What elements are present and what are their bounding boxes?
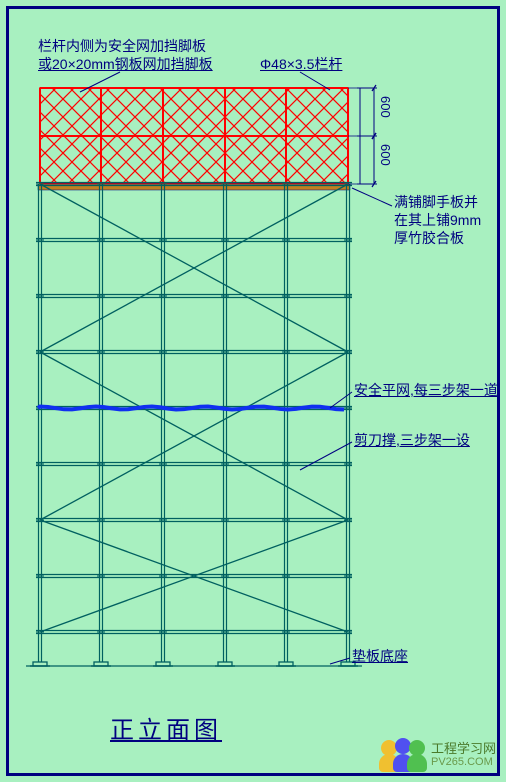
- watermark-icon: [381, 738, 425, 772]
- label-deck-3: 厚竹胶合板: [394, 230, 464, 247]
- watermark-domain: PV265.COM: [431, 756, 496, 768]
- watermark-name: 工程学习网: [431, 742, 496, 756]
- label-deck-2: 在其上铺9mm: [394, 212, 481, 229]
- watermark-text: 工程学习网 PV265.COM: [431, 742, 496, 768]
- drawing-title: 正立面图: [110, 710, 222, 745]
- label-rail-spec: Φ48×3.5栏杆: [260, 56, 342, 73]
- label-guardrail-note-2: 或20×20mm钢板网加挡脚板: [38, 56, 213, 73]
- label-safety-net: 安全平网,每三步架一道: [354, 382, 498, 399]
- watermark: 工程学习网 PV265.COM: [381, 738, 496, 772]
- label-deck-1: 满铺脚手板并: [394, 194, 478, 211]
- label-base: 垫板底座: [352, 648, 408, 665]
- dim-600-upper: 600: [378, 96, 393, 118]
- label-brace: 剪刀撑,三步架一设: [354, 432, 470, 449]
- dim-600-lower: 600: [378, 144, 393, 166]
- label-guardrail-note-1: 栏杆内侧为安全网加挡脚板: [38, 38, 206, 55]
